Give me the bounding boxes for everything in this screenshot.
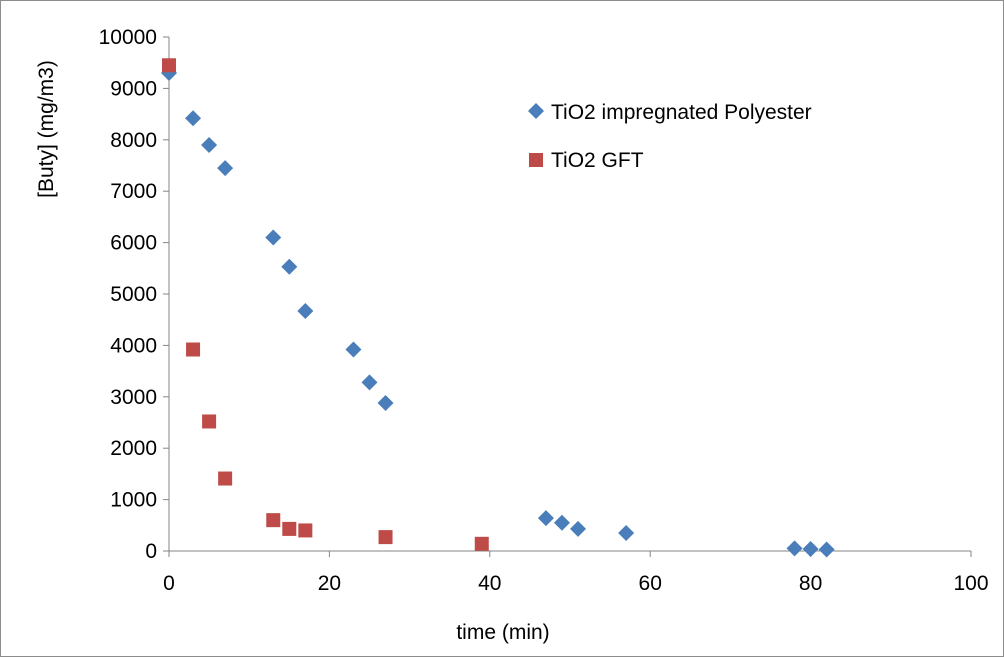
data-point-polyester	[802, 540, 819, 557]
data-point-gft	[162, 58, 176, 73]
y-tick-label: 5000	[110, 283, 157, 306]
legend-item-polyester: TiO2 impregnated Polyester	[528, 101, 812, 124]
data-point-polyester	[281, 258, 298, 275]
data-point-polyester	[618, 525, 635, 542]
data-point-polyester	[345, 341, 362, 358]
data-point-gft	[474, 536, 489, 551]
legend-item-gft: TiO2 GFT	[529, 149, 644, 172]
x-tick-label: 20	[318, 572, 341, 595]
x-tick-label: 0	[163, 572, 175, 595]
data-point-polyester	[570, 520, 587, 537]
data-point-gft	[186, 342, 201, 357]
y-tick-label: 9000	[110, 77, 157, 100]
x-tick-label: 40	[478, 572, 501, 595]
y-tick-label: 10000	[99, 26, 157, 49]
data-point-polyester	[553, 514, 570, 531]
legend: TiO2 impregnated Polyester TiO2 GFT	[528, 101, 812, 172]
data-point-gft	[218, 471, 233, 486]
x-axis-ticks: 0 20 40 60 80 100	[163, 551, 989, 595]
data-point-polyester	[217, 160, 234, 177]
data-point-polyester	[201, 136, 218, 153]
data-point-gft	[298, 523, 313, 538]
data-point-polyester	[265, 229, 282, 246]
y-tick-label: 1000	[110, 489, 157, 512]
data-point-polyester	[818, 541, 835, 558]
x-axis-title: time (min)	[456, 621, 549, 644]
data-point-polyester	[361, 374, 378, 391]
data-point-gft	[282, 521, 297, 536]
legend-marker-square	[529, 153, 543, 167]
data-point-polyester	[161, 64, 177, 81]
y-axis-title: [Buty] (mg/m3)	[35, 60, 58, 198]
data-point-polyester	[185, 110, 202, 127]
y-tick-label: 6000	[110, 232, 157, 255]
y-tick-label: 3000	[110, 386, 157, 409]
x-tick-label: 100	[953, 572, 988, 595]
data-point-polyester	[537, 510, 554, 527]
x-tick-label: 60	[639, 572, 662, 595]
y-tick-label: 7000	[110, 180, 157, 203]
legend-label-polyester: TiO2 impregnated Polyester	[551, 101, 812, 124]
data-point-gft	[378, 530, 393, 545]
data-points	[161, 58, 835, 558]
y-tick-label: 0	[145, 540, 157, 563]
x-tick-label: 80	[799, 572, 822, 595]
legend-marker-diamond	[528, 103, 544, 119]
y-tick-label: 2000	[110, 437, 157, 460]
data-point-gft	[202, 414, 217, 429]
y-axis-ticks: 0 1000 2000 3000 4000 5000 6000 7000 8000 9000 100…	[99, 26, 169, 563]
y-tick-label: 4000	[110, 334, 157, 357]
data-point-polyester	[297, 302, 314, 319]
data-point-gft	[266, 513, 281, 528]
data-point-polyester	[377, 394, 394, 411]
legend-label-gft: TiO2 GFT	[551, 149, 644, 172]
y-tick-label: 8000	[110, 129, 157, 152]
data-point-polyester	[786, 540, 803, 557]
